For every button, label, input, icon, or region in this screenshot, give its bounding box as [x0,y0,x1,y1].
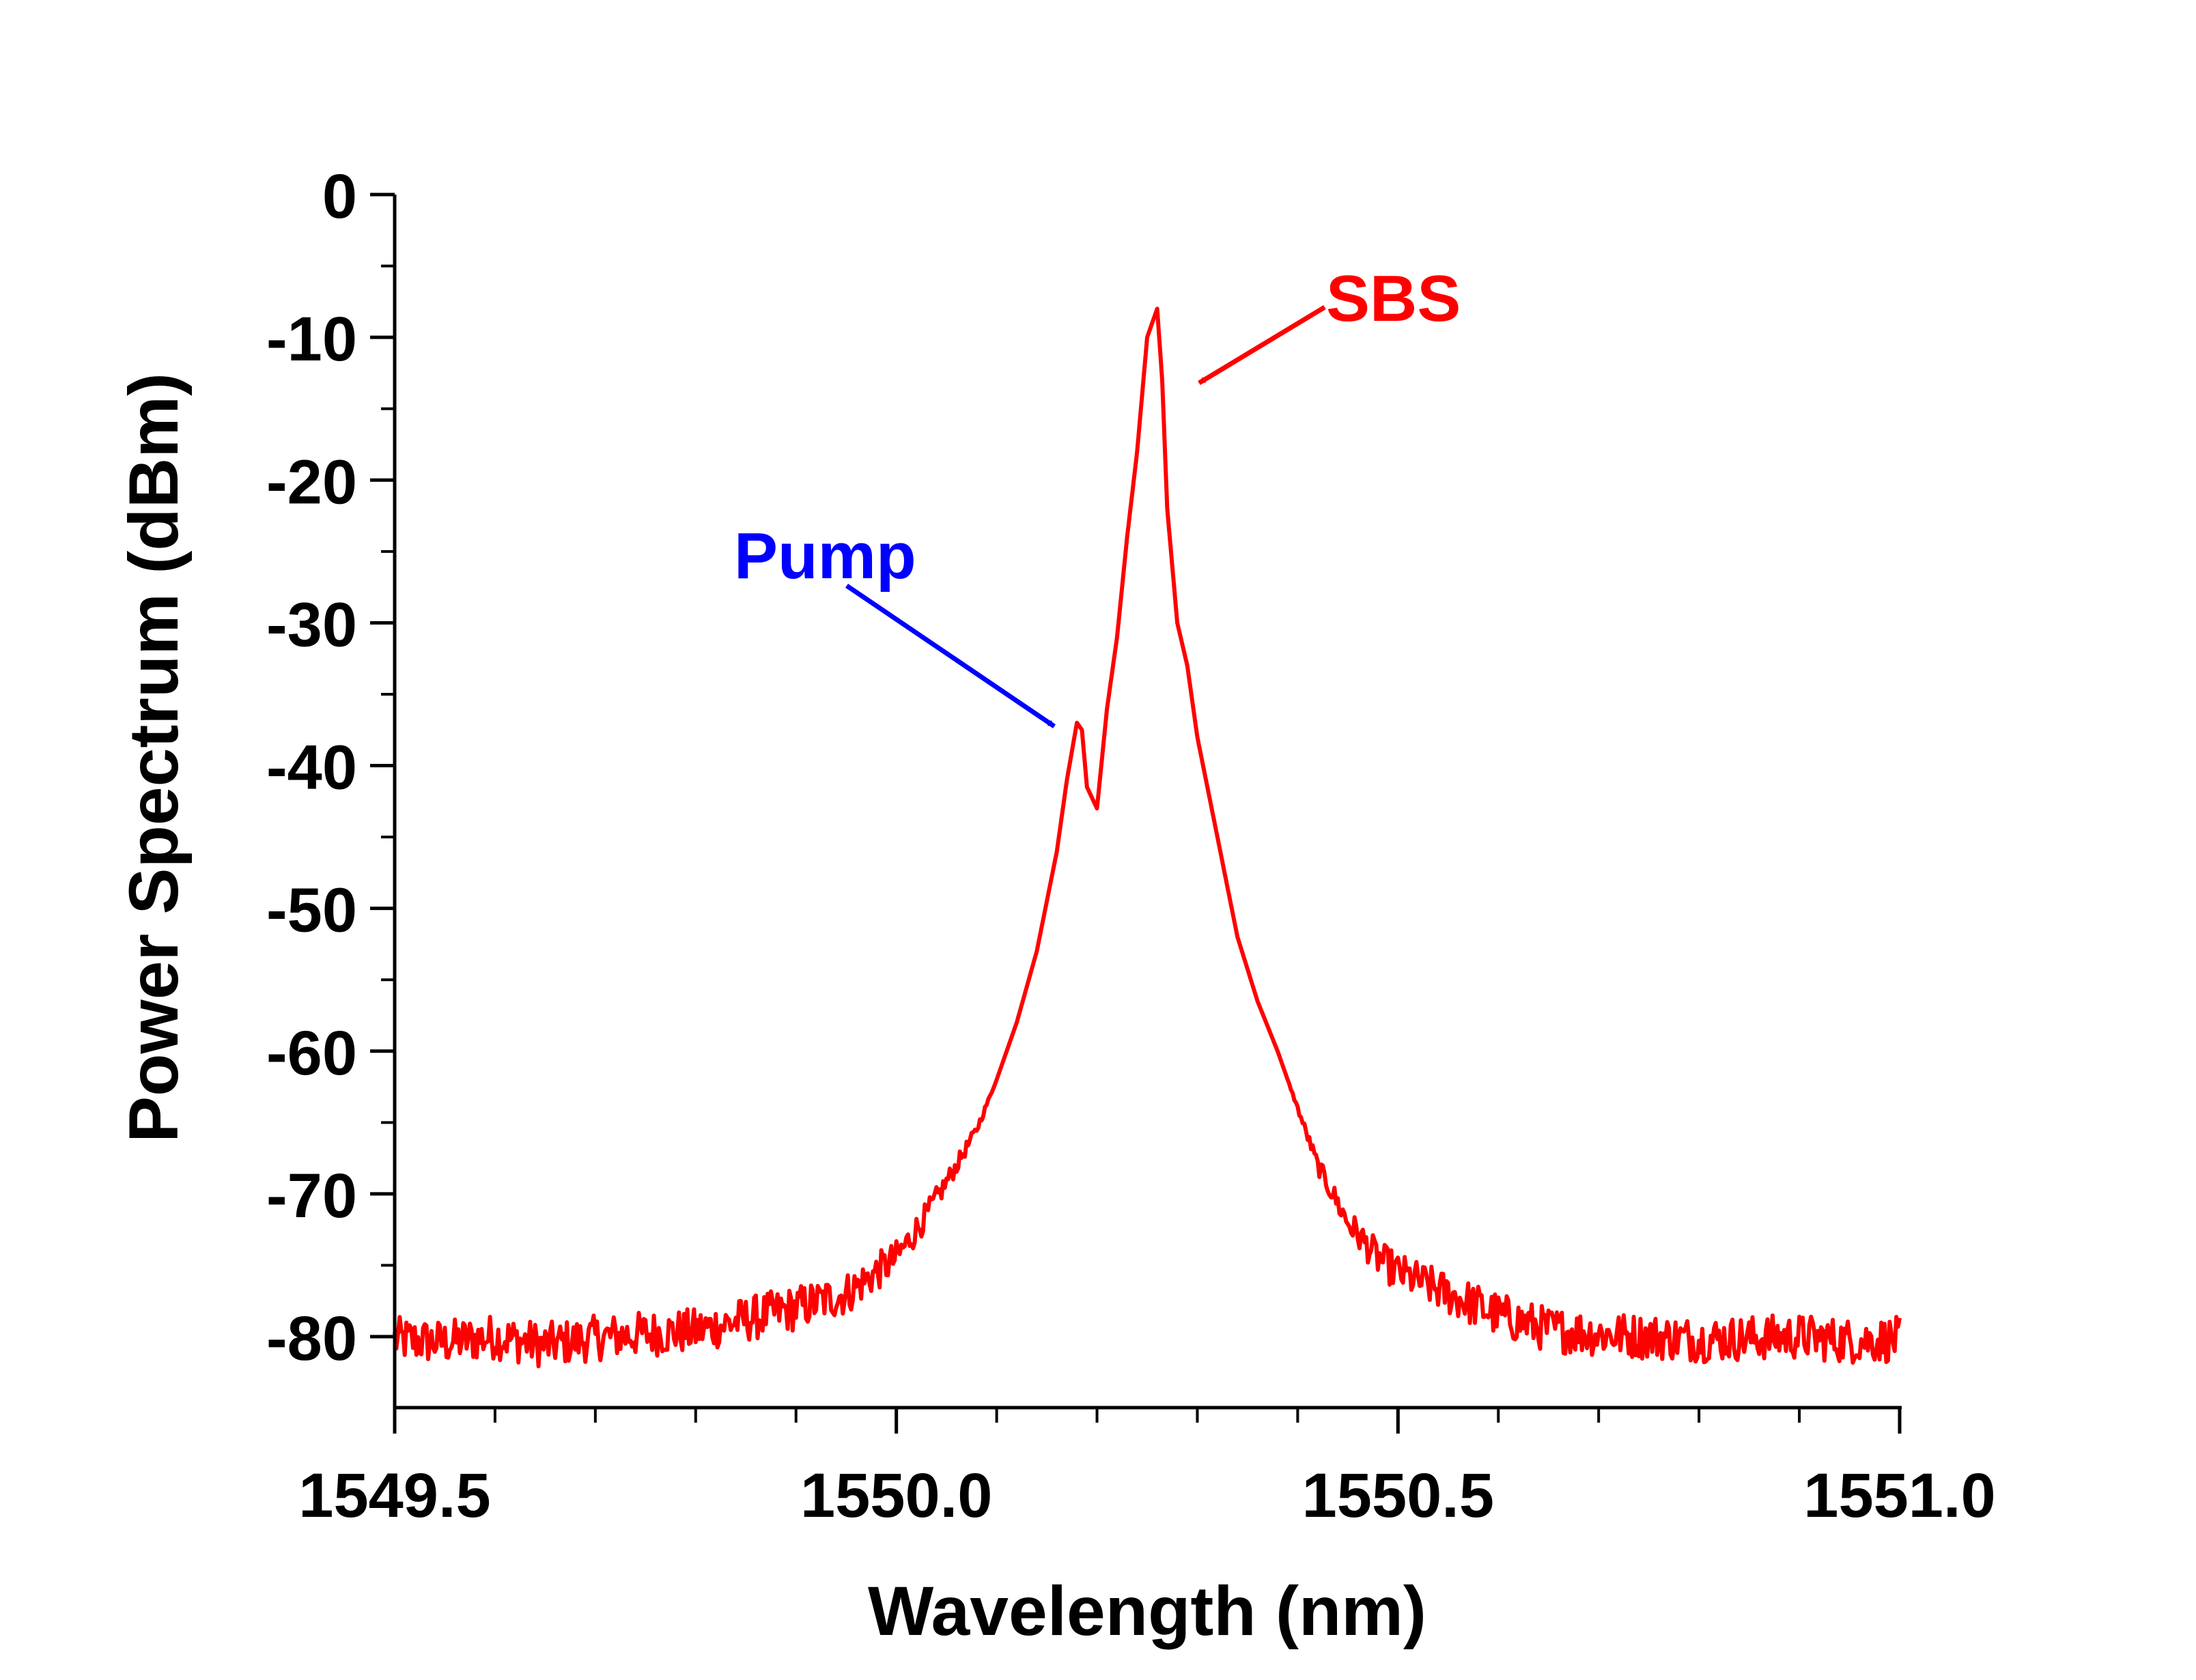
y-tick-label: -50 [266,876,357,945]
y-tick-label: -30 [266,590,357,659]
y-tick-label: -20 [266,447,357,517]
series-line [393,307,1902,1369]
y-tick-label: -40 [266,733,357,803]
y-tick-label: -60 [266,1019,357,1088]
pump-annotation-arrow [845,584,1056,728]
x-tick-label: 1549.5 [298,1461,490,1530]
y-axis-title: Power Spectrum (dBm) [115,373,193,1143]
sbs-annotation-label: SBS [1326,262,1461,335]
y-axis-ticks: 0 -10 -20 -30 -40 -50 -60 -70 -80 [266,162,395,1373]
pump-annotation-label: Pump [734,519,916,593]
sbs-annotation-arrow [1198,305,1326,385]
y-tick-label: -10 [266,304,357,374]
y-tick-label: 0 [322,162,357,231]
x-axis-ticks: 1549.5 1550.0 1550.5 1551.0 [298,1408,1996,1530]
x-tick-label: 1550.0 [800,1461,992,1530]
x-tick-label: 1551.0 [1803,1461,1995,1530]
x-axis-title: Wavelength (nm) [868,1572,1426,1650]
x-tick-label: 1550.5 [1302,1461,1494,1530]
y-tick-label: -70 [266,1161,357,1231]
y-tick-label: -80 [266,1304,357,1373]
plot-area [393,307,1902,1369]
